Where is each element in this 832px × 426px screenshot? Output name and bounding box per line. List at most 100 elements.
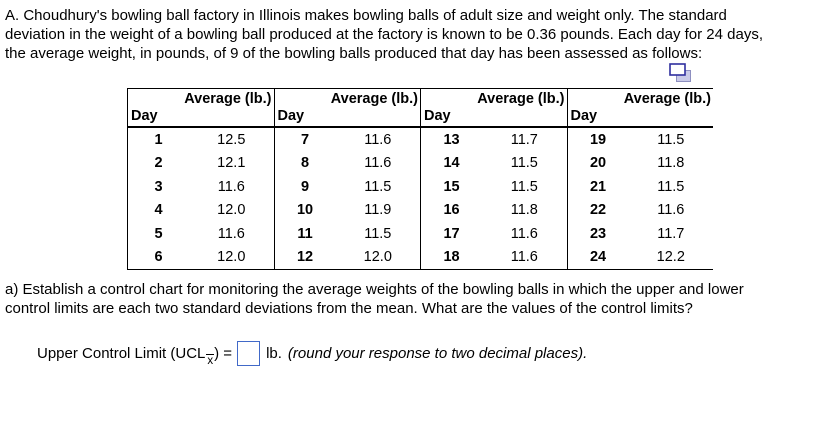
ucl-label-prefix: Upper Control Limit (UCL <box>37 344 206 362</box>
table-row: 9 11.5 <box>275 175 421 199</box>
table-row: 16 11.8 <box>421 199 567 223</box>
day-cell: 18 <box>443 249 460 266</box>
problem-statement: A. Choudhury's bowling ball factory in I… <box>5 6 763 63</box>
table-row: 15 11.5 <box>421 175 567 199</box>
table-row: 22 11.6 <box>568 199 714 223</box>
table-group-header: Average (lb.) Day <box>274 89 420 128</box>
day-cell: 16 <box>443 202 460 219</box>
table-group-3: Average (lb.) Day 13 11.7 14 11.5 15 11.5 1… <box>420 89 567 269</box>
copy-table-icon[interactable] <box>668 62 694 87</box>
copy-table-icon-glyph <box>669 63 691 82</box>
table-row: 3 11.6 <box>128 175 274 199</box>
problem-line: A. Choudhury's bowling ball factory in I… <box>5 7 727 24</box>
day-column-header: Day <box>131 108 158 124</box>
avg-cell: 11.5 <box>657 178 685 195</box>
day-cell: 8 <box>301 155 310 172</box>
unit-label: lb. <box>266 344 282 362</box>
ucl-answer-row: Upper Control Limit (UCL x) = lb. (round yo… <box>37 338 587 368</box>
question-a-text: a) Establish a control chart for monitor… <box>5 280 744 318</box>
question-a-line: control limits are each two standard dev… <box>5 300 693 317</box>
avg-cell: 11.7 <box>510 131 538 148</box>
avg-cell: 12.1 <box>217 155 246 172</box>
avg-cell: 11.6 <box>657 202 685 219</box>
table-row: 19 11.5 <box>568 128 714 152</box>
table-row: 21 11.5 <box>568 175 714 199</box>
table-row: 14 11.5 <box>421 152 567 176</box>
day-cell: 3 <box>154 178 163 195</box>
problem-line: deviation in the weight of a bowling bal… <box>5 26 763 43</box>
avg-cell: 12.0 <box>217 249 246 266</box>
ucl-answer-input[interactable] <box>237 340 261 366</box>
table-row: 5 11.6 <box>128 222 274 246</box>
avg-cell: 11.8 <box>510 202 538 219</box>
table-row: 10 11.9 <box>275 199 421 223</box>
avg-cell: 12.0 <box>217 202 246 219</box>
day-cell: 12 <box>296 249 314 266</box>
avg-cell: 11.6 <box>510 225 538 242</box>
day-column-header: Day <box>277 108 305 124</box>
table-row: 11 11.5 <box>275 222 421 246</box>
avg-cell: 11.8 <box>657 155 685 172</box>
day-cell: 13 <box>443 131 460 148</box>
avg-column-header: Average (lb.) <box>477 91 565 107</box>
table-row: 23 11.7 <box>568 222 714 246</box>
day-cell: 10 <box>296 202 314 219</box>
question-a-line: a) Establish a control chart for monitor… <box>5 281 744 298</box>
table-row: 18 11.6 <box>421 246 567 270</box>
day-cell: 5 <box>154 225 163 242</box>
day-cell: 2 <box>154 155 163 172</box>
rounding-note: (round your response to two decimal plac… <box>287 344 588 362</box>
table-group-header: Average (lb.) Day <box>128 89 274 128</box>
avg-cell: 11.5 <box>510 178 538 195</box>
table-row: 1 12.5 <box>128 128 274 152</box>
avg-cell: 11.5 <box>657 131 685 148</box>
avg-cell: 12.0 <box>363 249 392 266</box>
table-group-header: Average (lb.) Day <box>421 89 567 128</box>
avg-cell: 12.5 <box>217 131 246 148</box>
day-cell: 6 <box>154 249 163 266</box>
avg-column-header: Average (lb.) <box>623 91 711 107</box>
day-cell: 23 <box>589 225 607 242</box>
avg-cell: 11.5 <box>364 178 392 195</box>
weights-table: Average (lb.) Day 1 12.5 2 12.1 3 11.6 4 12.… <box>127 88 713 270</box>
table-row: 24 12.2 <box>568 246 714 270</box>
avg-cell: 11.7 <box>657 225 685 242</box>
table-group-4: Average (lb.) Day 19 11.5 20 11.8 21 11.5 2… <box>566 89 714 270</box>
day-cell: 20 <box>589 155 607 172</box>
day-cell: 17 <box>443 225 460 242</box>
day-cell: 24 <box>589 249 607 266</box>
table-group-2: Average (lb.) Day 7 11.6 8 11.6 9 11.5 10 11… <box>273 89 421 270</box>
day-cell: 4 <box>154 202 163 219</box>
day-column-header: Day <box>424 108 451 124</box>
avg-cell: 11.6 <box>217 225 245 242</box>
xbar-subscript: x <box>206 353 215 367</box>
day-cell: 9 <box>301 178 310 195</box>
day-cell: 22 <box>589 202 607 219</box>
avg-column-header: Average (lb.) <box>184 91 272 107</box>
table-row: 12 12.0 <box>275 246 421 270</box>
table-row: 13 11.7 <box>421 128 567 152</box>
day-cell: 11 <box>297 225 313 242</box>
avg-cell: 11.5 <box>364 225 392 242</box>
day-cell: 15 <box>443 178 460 195</box>
avg-column-header: Average (lb.) <box>330 91 418 107</box>
avg-cell: 11.6 <box>217 178 245 195</box>
day-cell: 1 <box>154 131 163 148</box>
avg-cell: 11.6 <box>364 131 392 148</box>
avg-cell: 11.5 <box>510 155 538 172</box>
ucl-label-suffix: ) = <box>214 344 233 362</box>
problem-line: the average weight, in pounds, of 9 of t… <box>5 45 703 62</box>
table-row: 2 12.1 <box>128 152 274 176</box>
table-row: 6 12.0 <box>128 246 274 270</box>
avg-cell: 11.6 <box>364 155 392 172</box>
table-row: 17 11.6 <box>421 222 567 246</box>
table-row: 20 11.8 <box>568 152 714 176</box>
day-cell: 21 <box>589 178 607 195</box>
table-row: 7 11.6 <box>275 128 421 152</box>
avg-cell: 11.6 <box>510 249 538 266</box>
table-row: 8 11.6 <box>275 152 421 176</box>
day-cell: 14 <box>443 155 460 172</box>
day-cell: 7 <box>301 131 310 148</box>
table-group-header: Average (lb.) Day <box>567 89 713 128</box>
table-group-1: Average (lb.) Day 1 12.5 2 12.1 3 11.6 4 12.… <box>127 89 274 269</box>
